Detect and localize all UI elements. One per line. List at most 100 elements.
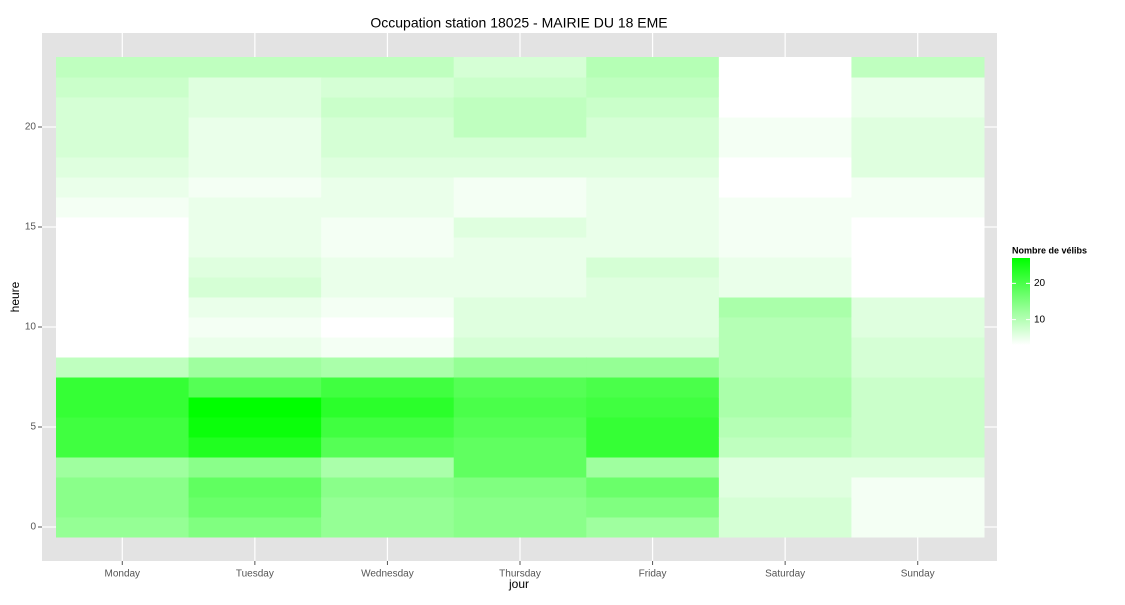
heat-cell (188, 137, 322, 158)
heat-cell (321, 157, 455, 178)
heat-cell (851, 137, 985, 158)
heat-cell (586, 57, 720, 78)
heat-cell (56, 77, 190, 98)
heat-cell (586, 177, 720, 198)
heat-cell (188, 177, 322, 198)
heat-cell (586, 197, 720, 218)
heat-cell (321, 297, 455, 318)
heat-cell (586, 497, 720, 518)
heat-cell (851, 197, 985, 218)
heat-cell (851, 57, 985, 78)
heat-cell (56, 137, 190, 158)
heat-cell (188, 477, 322, 498)
heat-cell (586, 117, 720, 138)
heat-cell (718, 497, 852, 518)
heat-cell (851, 377, 985, 398)
legend-title: Nombre de vélibs (1012, 245, 1087, 255)
heat-cell (56, 197, 190, 218)
heat-cell (321, 137, 455, 158)
x-tick-label: Sunday (901, 569, 935, 580)
heat-cell (56, 297, 190, 318)
heat-cell (321, 197, 455, 218)
heat-cell (321, 417, 455, 438)
heat-cell (188, 437, 322, 458)
heat-cell (718, 117, 852, 138)
heat-cell (851, 237, 985, 258)
heat-cell (321, 517, 455, 538)
heat-cell (851, 217, 985, 238)
heat-cell (453, 217, 587, 238)
heat-cell (851, 317, 985, 338)
heat-cell (188, 317, 322, 338)
heat-cell (851, 117, 985, 138)
y-tick-label: 10 (25, 322, 37, 333)
heat-cell (718, 337, 852, 358)
heat-cell (56, 57, 190, 78)
heat-cell (188, 517, 322, 538)
heat-cell (321, 97, 455, 118)
heat-cell (321, 397, 455, 418)
heat-cell (453, 397, 587, 418)
heat-cell (56, 257, 190, 278)
heat-cell (56, 457, 190, 478)
x-tick-label: Saturday (765, 569, 805, 580)
x-axis-label: jour (508, 577, 529, 591)
heat-cell (718, 297, 852, 318)
heat-cell (851, 277, 985, 298)
heat-cell (453, 137, 587, 158)
heat-cell (56, 97, 190, 118)
heat-cell (321, 77, 455, 98)
heat-cell (188, 377, 322, 398)
heat-cell (56, 377, 190, 398)
heat-cell (586, 297, 720, 318)
heat-cell (188, 57, 322, 78)
heat-cell (188, 97, 322, 118)
x-tick-label: Thursday (499, 569, 541, 580)
heat-cell (851, 457, 985, 478)
heat-cell (851, 177, 985, 198)
heat-cell (188, 257, 322, 278)
heat-cell (586, 377, 720, 398)
heat-cell (453, 417, 587, 438)
heat-cell (586, 517, 720, 538)
heat-cell (188, 357, 322, 378)
heat-cell (188, 217, 322, 238)
heat-cell (718, 97, 852, 118)
heat-cell (851, 157, 985, 178)
heat-cell (321, 277, 455, 298)
heat-cell (453, 157, 587, 178)
heat-cell (188, 237, 322, 258)
heat-cell (718, 437, 852, 458)
heat-cell (586, 317, 720, 338)
heat-cell (586, 437, 720, 458)
heat-cell (718, 477, 852, 498)
heat-cell (56, 117, 190, 138)
heat-cell (56, 157, 190, 178)
chart-title: Occupation station 18025 - MAIRIE DU 18 … (370, 15, 667, 31)
heat-cell (586, 477, 720, 498)
heat-cell (56, 237, 190, 258)
heat-cell (188, 297, 322, 318)
heat-cell (718, 517, 852, 538)
heat-cell (718, 317, 852, 338)
heat-cell (188, 417, 322, 438)
heat-cell (321, 57, 455, 78)
heat-cell (188, 397, 322, 418)
heat-cell (718, 217, 852, 238)
heat-cell (321, 437, 455, 458)
heat-cell (453, 517, 587, 538)
heat-cell (453, 457, 587, 478)
heat-cell (851, 77, 985, 98)
heat-cell (56, 417, 190, 438)
heat-cell (321, 317, 455, 338)
heat-cell (56, 357, 190, 378)
legend-tick-label: 20 (1034, 278, 1046, 289)
heat-cell (586, 457, 720, 478)
heat-cell (586, 277, 720, 298)
heat-cell (851, 97, 985, 118)
legend-colorbar (1012, 258, 1030, 345)
heat-cell (851, 417, 985, 438)
y-tick-label: 5 (30, 422, 36, 433)
heat-cell (851, 477, 985, 498)
heat-cell (718, 357, 852, 378)
